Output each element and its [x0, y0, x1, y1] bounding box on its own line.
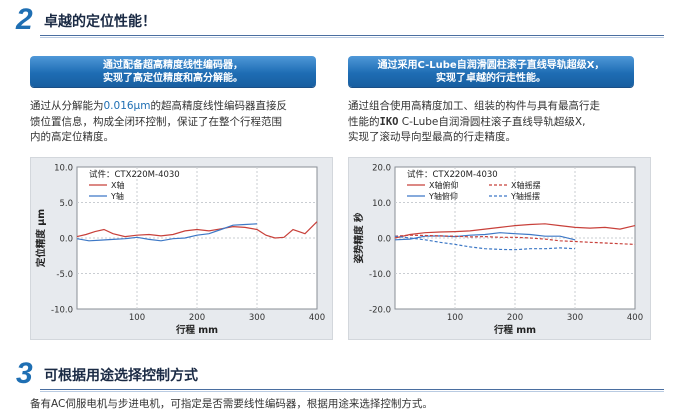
series-line	[394, 232, 576, 241]
series-line	[76, 223, 258, 242]
x-tick-label: 200	[189, 313, 205, 323]
y-tick-label: -10.0	[369, 270, 391, 280]
x-axis-label: 行程 mm	[175, 324, 218, 336]
control-method-text: 备有AC伺服电机与步进电机，可指定是否需要线性编码器，根据用途来选择控制方式。	[30, 398, 433, 410]
legend-label: X轴	[111, 180, 124, 190]
section-number: 3	[16, 357, 33, 390]
x-axis-label: 行程 mm	[493, 324, 536, 336]
y-tick-label: -5.0	[56, 270, 73, 280]
brand-logo-text: IKO	[379, 115, 399, 128]
banner-line: 通过采用C-Lube自润滑圆柱滚子直线导轨超级X，	[377, 60, 605, 71]
description-line: 通过组合使用高精度加工、组装的构件与具有最高行走	[348, 100, 600, 112]
y-axis-label: 姿势精度 秒	[353, 212, 365, 263]
legend-label: Y轴俯仰	[428, 191, 458, 201]
divider	[40, 391, 664, 392]
banner-line: 实现了卓越的行走性能。	[436, 73, 546, 84]
text: 性能的	[348, 115, 380, 128]
feature-banner-guide: 通过采用C-Lube自润滑圆柱滚子直线导轨超级X， 实现了卓越的行走性能。	[348, 56, 634, 87]
section-title: 可根据用途选择控制方式	[44, 368, 198, 384]
section-number: 2	[16, 3, 33, 36]
series-line	[394, 235, 576, 251]
banner-line: 通过配备超高精度线性编码器，	[103, 60, 243, 71]
y-axis-label: 定位精度 μm	[35, 209, 47, 268]
text: 的超高精度线性编码器直接反	[150, 100, 287, 112]
text: 通过从分解能为	[30, 100, 104, 112]
series-line	[394, 234, 636, 245]
attitude-accuracy-chart-panel: 20.0 10.0 0.0 -10.0 -20.0 100 200 300 400 行程 mm 姿势…	[348, 157, 651, 340]
description-line: 馈位置信息，构成全闭环控制，保证了在整个行程范围	[30, 115, 282, 128]
legend-label: Y轴	[110, 191, 124, 201]
divider	[40, 389, 664, 390]
legend-label: X轴摇摆	[511, 180, 540, 190]
x-tick-label: 100	[129, 313, 145, 323]
legend-label: X轴俯仰	[429, 180, 458, 190]
description-line: 实现了滚动导向型最高的行走精度。	[348, 131, 516, 143]
y-tick-label: -10.0	[51, 306, 73, 316]
x-tick-label: 400	[309, 313, 325, 323]
test-specimen-label: 试件：CTX220M-4030	[407, 169, 498, 180]
y-tick-label: -20.0	[369, 306, 391, 316]
section-3-header: 3 可根据用途选择控制方式	[14, 357, 664, 392]
divider	[40, 37, 664, 38]
x-tick-label: 300	[249, 313, 265, 323]
description-line: 内的高定位精度。	[30, 131, 114, 143]
x-tick-label: 200	[507, 313, 523, 323]
encoder-description: 通过从分解能为0.016μm的超高精度线性编码器直接反 馈位置信息，构成全闭环控…	[30, 99, 330, 146]
legend-label: Y轴摇摆	[510, 191, 540, 201]
description-line: 通过从分解能为0.016μm的超高精度线性编码器直接反	[30, 99, 330, 115]
y-tick-label: 10.0	[54, 164, 73, 174]
x-tick-label: 100	[447, 313, 463, 323]
series-line	[394, 223, 636, 239]
x-tick-label: 300	[567, 313, 583, 323]
y-tick-label: 20.0	[372, 164, 391, 174]
attitude-accuracy-chart: 20.0 10.0 0.0 -10.0 -20.0 100 200 300 400 行程 mm 姿势…	[353, 164, 643, 337]
resolution-value: 0.016μm	[103, 100, 151, 112]
banner-line: 实现了高定位精度和高分解能。	[103, 73, 243, 84]
positioning-accuracy-chart-panel: 10.0 5.0 0.0 -5.0 -10.0 100 200 300 400 行程 mm 定位精度…	[30, 157, 333, 340]
y-tick-label: 0.0	[377, 235, 391, 245]
series-line	[76, 221, 318, 239]
description-line: 性能的IKO C-Lube自润滑圆柱滚子直线导轨超级X,	[348, 115, 648, 131]
feature-banner-encoder: 通过配备超高精度线性编码器， 实现了高定位精度和高分解能。	[30, 56, 316, 87]
section-title: 卓越的定位性能！	[44, 14, 156, 30]
x-tick-label: 400	[627, 313, 643, 323]
guide-description: 通过组合使用高精度加工、组装的构件与具有最高行走 性能的IKO C-Lube自润…	[348, 99, 648, 146]
section-2-header: 2 卓越的定位性能！	[14, 3, 664, 38]
y-tick-label: 10.0	[372, 199, 391, 209]
y-tick-label: 5.0	[59, 199, 73, 209]
test-specimen-label: 试件：CTX220M-4030	[89, 169, 180, 180]
divider	[40, 35, 664, 36]
y-tick-label: 0.0	[59, 235, 73, 245]
text: C-Lube自润滑圆柱滚子直线导轨超级X,	[398, 115, 586, 128]
positioning-accuracy-chart: 10.0 5.0 0.0 -5.0 -10.0 100 200 300 400 行程 mm 定位精度…	[35, 164, 325, 337]
